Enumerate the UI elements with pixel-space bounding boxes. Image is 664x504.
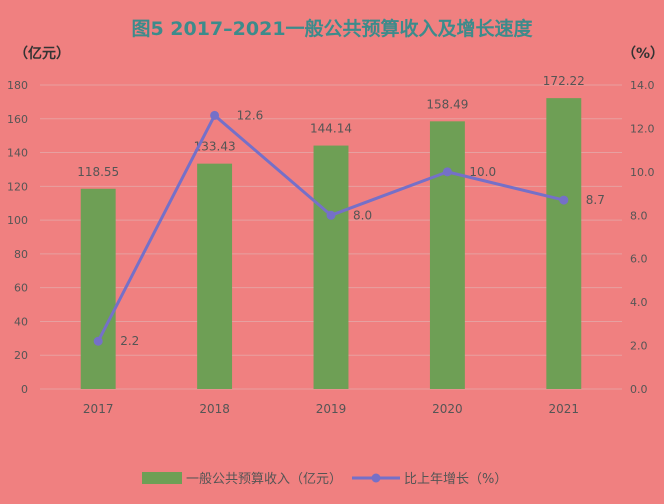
bar-data-labels: 118.55 133.43 144.14 158.49 172.22 (77, 74, 585, 179)
y-right-tick-label: 6.0 (630, 253, 648, 266)
line-point (442, 167, 452, 177)
chart-title: 图5 2017–2021一般公共预算收入及增长速度 (131, 17, 533, 40)
y-left-tick-label: 20 (14, 349, 28, 362)
y-right-tick-label: 14.0 (630, 79, 655, 92)
line-data-labels: 2.2 12.6 8.0 10.0 8.7 (120, 108, 605, 348)
bar-series (80, 98, 582, 389)
line-point (326, 210, 336, 220)
y-left-tick-label: 120 (7, 180, 28, 193)
y-axis-left-label: （亿元） (14, 45, 70, 62)
y-right-tick-label: 12.0 (630, 122, 655, 135)
y-right-tick-label: 2.0 (630, 340, 648, 353)
x-axis: 2017 2018 2019 2020 2021 (83, 402, 579, 416)
y-axis-right-label: （%） (622, 46, 664, 62)
line-point (559, 195, 569, 205)
x-tick-label: 2019 (316, 402, 347, 416)
y-left-tick-label: 140 (7, 147, 28, 160)
y-left-tick-label: 180 (7, 79, 28, 92)
legend-line-marker (371, 473, 381, 483)
x-tick-label: 2021 (549, 402, 580, 416)
y-left-tick-label: 0 (21, 383, 28, 396)
legend: 一般公共预算收入（亿元） 比上年增长（%） (142, 471, 507, 487)
line-label: 8.0 (353, 208, 372, 222)
legend-label: 一般公共预算收入（亿元） (186, 471, 342, 487)
bar-label: 118.55 (77, 165, 119, 179)
bar (80, 188, 116, 389)
legend-label: 比上年增长（%） (404, 472, 507, 487)
y-right-tick-label: 4.0 (630, 296, 648, 309)
y-axis-right: 0.0 2.0 4.0 6.0 8.0 10.0 12.0 14.0 (630, 79, 655, 396)
y-left-tick-label: 40 (14, 315, 28, 328)
line-point (93, 336, 103, 346)
line-label: 8.7 (586, 193, 605, 207)
y-right-tick-label: 8.0 (630, 209, 648, 222)
y-left-tick-label: 100 (7, 214, 28, 227)
line-label: 12.6 (237, 108, 264, 122)
y-left-tick-label: 160 (7, 113, 28, 126)
y-right-tick-label: 10.0 (630, 166, 655, 179)
line-point (210, 110, 220, 120)
x-tick-label: 2020 (432, 402, 463, 416)
bar-label: 133.43 (194, 140, 236, 154)
y-axis-left: 0 20 40 60 80 100 120 140 160 180 (7, 79, 28, 396)
bar (546, 98, 582, 389)
bar (197, 163, 233, 389)
line-series (93, 110, 569, 346)
bar-label: 144.14 (310, 122, 352, 136)
y-left-tick-label: 80 (14, 248, 28, 261)
line-label: 10.0 (469, 165, 496, 179)
bar-label: 158.49 (426, 97, 468, 111)
y-right-tick-label: 0.0 (630, 383, 648, 396)
bar (429, 121, 465, 389)
legend-bar-swatch (142, 472, 182, 484)
bar-label: 172.22 (543, 74, 585, 88)
line-label: 2.2 (120, 334, 139, 348)
y-left-tick-label: 60 (14, 282, 28, 295)
x-tick-label: 2017 (83, 402, 114, 416)
bar (313, 145, 349, 389)
x-tick-label: 2018 (199, 402, 230, 416)
